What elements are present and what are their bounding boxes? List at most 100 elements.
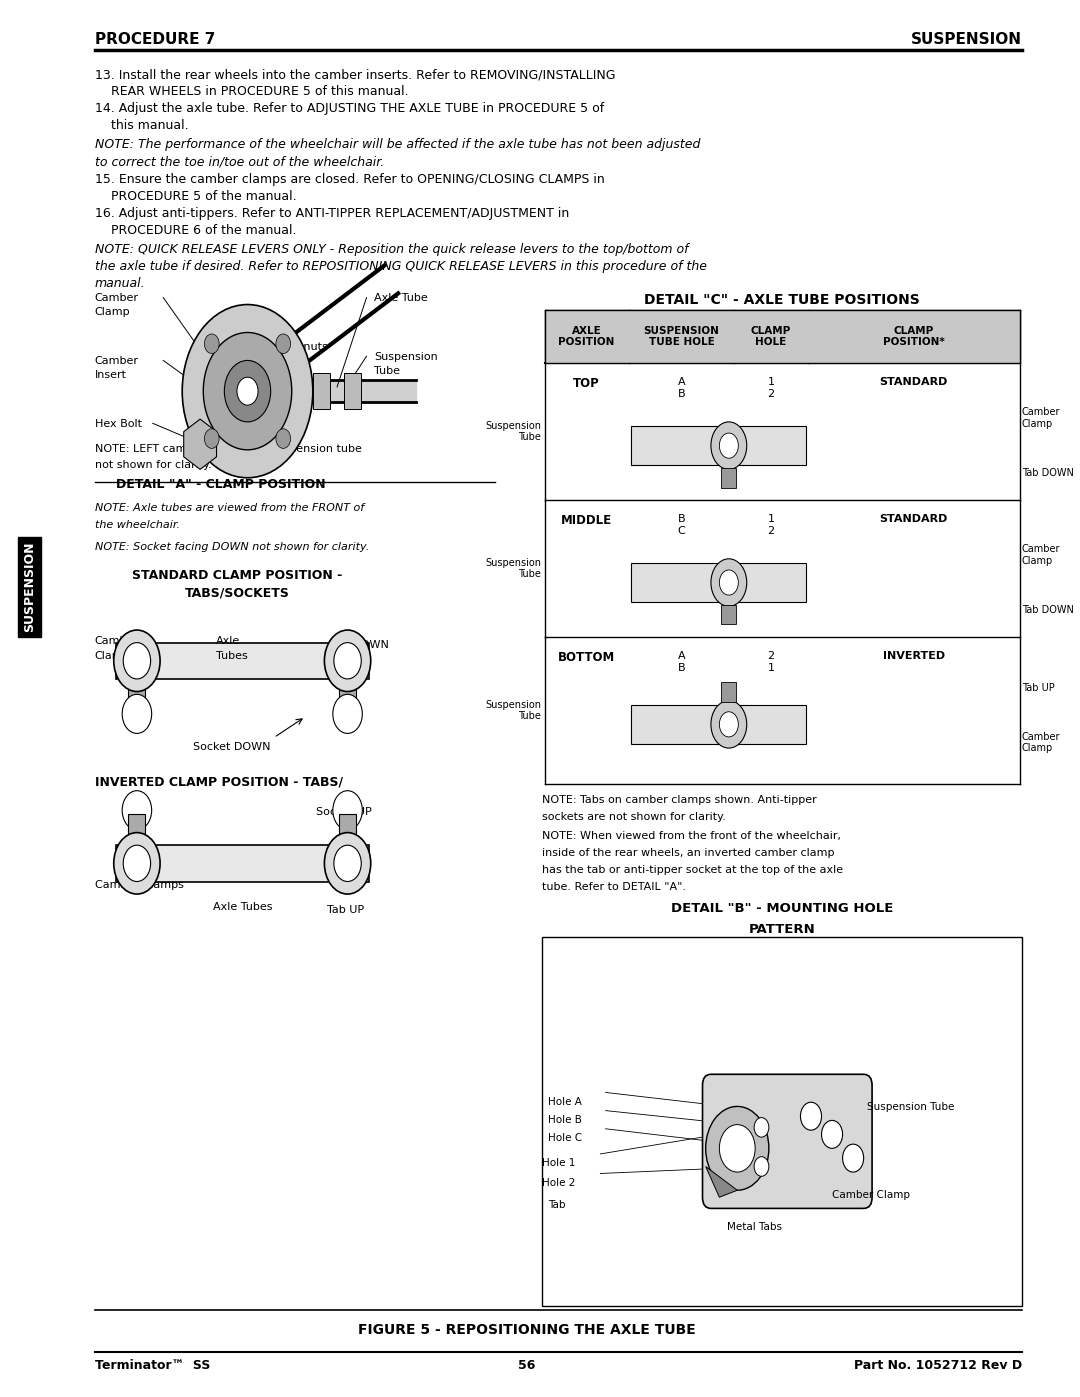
Circle shape — [275, 429, 291, 448]
Circle shape — [711, 559, 746, 606]
Text: Hole A: Hole A — [548, 1097, 581, 1106]
Text: 14. Adjust the axle tube. Refer to ADJUSTING THE AXLE TUBE in PROCEDURE 5 of: 14. Adjust the axle tube. Refer to ADJUS… — [95, 102, 604, 115]
Text: Insert: Insert — [95, 370, 126, 380]
Circle shape — [705, 1106, 769, 1190]
Text: NOTE: LEFT camber clamp and suspension tube: NOTE: LEFT camber clamp and suspension t… — [95, 444, 362, 454]
Text: Tab UP: Tab UP — [326, 905, 364, 915]
Text: STANDARD: STANDARD — [879, 514, 948, 524]
Text: 1
2: 1 2 — [768, 514, 774, 535]
Circle shape — [334, 643, 361, 679]
Circle shape — [204, 334, 219, 353]
Text: has the tab or anti-tipper socket at the top of the axle: has the tab or anti-tipper socket at the… — [542, 865, 843, 875]
Text: PATTERN: PATTERN — [748, 923, 815, 936]
Text: NOTE: Tabs on camber clamps shown. Anti-tipper: NOTE: Tabs on camber clamps shown. Anti-… — [542, 795, 818, 805]
Text: to correct the toe in/toe out of the wheelchair.: to correct the toe in/toe out of the whe… — [95, 155, 384, 168]
Text: DETAIL "C" - AXLE TUBE POSITIONS: DETAIL "C" - AXLE TUBE POSITIONS — [644, 293, 920, 307]
Circle shape — [800, 1102, 822, 1130]
Text: the axle tube if desired. Refer to REPOSITIONING QUICK RELEASE LEVERS in this pr: the axle tube if desired. Refer to REPOS… — [95, 260, 706, 272]
Text: Axle Tube: Axle Tube — [374, 293, 428, 303]
Circle shape — [225, 360, 271, 422]
Text: STANDARD: STANDARD — [879, 377, 948, 387]
Text: Metal Tabs: Metal Tabs — [727, 1222, 782, 1232]
Text: TABS/SOCKETS: TABS/SOCKETS — [185, 587, 289, 599]
FancyBboxPatch shape — [339, 814, 356, 842]
Text: Tube: Tube — [374, 366, 400, 376]
Text: Clamps: Clamps — [95, 651, 136, 661]
Text: inside of the rear wheels, an inverted camber clamp: inside of the rear wheels, an inverted c… — [542, 848, 835, 858]
Text: PROCEDURE 6 of the manual.: PROCEDURE 6 of the manual. — [95, 224, 296, 236]
Text: TOP: TOP — [573, 377, 600, 390]
Text: Tab UP: Tab UP — [1022, 683, 1054, 693]
Text: Clamp: Clamp — [95, 307, 131, 317]
FancyBboxPatch shape — [345, 373, 361, 409]
Text: Camber
Clamp: Camber Clamp — [1022, 407, 1061, 429]
FancyBboxPatch shape — [631, 563, 806, 602]
Circle shape — [719, 1125, 755, 1172]
Text: Locknuts: Locknuts — [279, 342, 328, 352]
Circle shape — [754, 1118, 769, 1137]
Circle shape — [203, 332, 292, 450]
Text: NOTE: Axle tubes are viewed from the FRONT of: NOTE: Axle tubes are viewed from the FRO… — [95, 503, 364, 513]
FancyBboxPatch shape — [721, 605, 737, 624]
Circle shape — [122, 791, 151, 830]
Text: B
C: B C — [677, 514, 686, 535]
Circle shape — [719, 570, 739, 595]
Text: not shown for clarity.: not shown for clarity. — [95, 460, 212, 469]
FancyBboxPatch shape — [129, 814, 146, 842]
Circle shape — [237, 377, 258, 405]
Text: REAR WHEELS in PROCEDURE 5 of this manual.: REAR WHEELS in PROCEDURE 5 of this manua… — [95, 85, 408, 98]
Text: 1
2: 1 2 — [768, 377, 774, 398]
Text: A
B: A B — [677, 651, 685, 672]
Text: Tab: Tab — [548, 1200, 565, 1210]
Text: A
B: A B — [677, 377, 685, 398]
Text: the wheelchair.: the wheelchair. — [95, 520, 179, 529]
Circle shape — [324, 833, 370, 894]
Text: Camber
Clamp: Camber Clamp — [1022, 543, 1061, 566]
Text: Tab DOWN: Tab DOWN — [1022, 468, 1074, 478]
Circle shape — [842, 1144, 864, 1172]
Text: 13. Install the rear wheels into the camber inserts. Refer to REMOVING/INSTALLIN: 13. Install the rear wheels into the cam… — [95, 68, 616, 81]
Text: INVERTED CLAMP POSITION - TABS/: INVERTED CLAMP POSITION - TABS/ — [95, 775, 343, 788]
Text: NOTE: The performance of the wheelchair will be affected if the axle tube has no: NOTE: The performance of the wheelchair … — [95, 138, 700, 151]
Text: 15. Ensure the camber clamps are closed. Refer to OPENING/CLOSING CLAMPS in: 15. Ensure the camber clamps are closed.… — [95, 173, 605, 186]
Circle shape — [122, 694, 151, 733]
FancyBboxPatch shape — [544, 310, 1020, 363]
Circle shape — [822, 1120, 842, 1148]
Text: Camber: Camber — [95, 636, 139, 645]
Text: DETAIL "A" - CLAMP POSITION: DETAIL "A" - CLAMP POSITION — [117, 478, 326, 490]
FancyBboxPatch shape — [631, 704, 806, 743]
Circle shape — [113, 630, 160, 692]
Circle shape — [719, 712, 739, 738]
Text: Hole B: Hole B — [548, 1115, 581, 1125]
Text: Camber
Clamp: Camber Clamp — [1022, 732, 1061, 753]
Text: sockets are not shown for clarity.: sockets are not shown for clarity. — [542, 812, 726, 821]
Text: Axle Tubes: Axle Tubes — [213, 902, 272, 912]
Text: STANDARD CLAMP POSITION -: STANDARD CLAMP POSITION - — [132, 569, 342, 581]
FancyBboxPatch shape — [339, 682, 356, 710]
Text: MIDDLE: MIDDLE — [562, 514, 612, 527]
Text: Suspension
Tube: Suspension Tube — [485, 557, 541, 580]
Circle shape — [333, 791, 362, 830]
Text: Tab DOWN: Tab DOWN — [1022, 605, 1074, 615]
Text: Hole C: Hole C — [548, 1133, 582, 1143]
Circle shape — [754, 1157, 769, 1176]
Text: BOTTOM: BOTTOM — [558, 651, 616, 664]
Text: CLAMP
HOLE: CLAMP HOLE — [751, 326, 791, 348]
Text: FIGURE 5 - REPOSITIONING THE AXLE TUBE: FIGURE 5 - REPOSITIONING THE AXLE TUBE — [357, 1323, 696, 1337]
Circle shape — [123, 643, 150, 679]
Text: NOTE: Socket facing DOWN not shown for clarity.: NOTE: Socket facing DOWN not shown for c… — [95, 542, 369, 552]
Text: Suspension: Suspension — [374, 352, 437, 362]
Text: Camber Clamps: Camber Clamps — [95, 880, 184, 890]
FancyBboxPatch shape — [116, 845, 368, 882]
Text: INVERTED: INVERTED — [882, 651, 945, 661]
Text: Terminator™  SS: Terminator™ SS — [95, 1359, 211, 1372]
FancyBboxPatch shape — [721, 468, 737, 488]
Circle shape — [711, 422, 746, 469]
Text: SUSPENSION
TUBE HOLE: SUSPENSION TUBE HOLE — [644, 326, 719, 348]
Text: CLAMP
POSITION*: CLAMP POSITION* — [882, 326, 945, 348]
Text: Suspension Tube: Suspension Tube — [867, 1102, 955, 1112]
FancyBboxPatch shape — [702, 1074, 872, 1208]
Circle shape — [123, 845, 150, 882]
FancyBboxPatch shape — [721, 683, 737, 701]
Circle shape — [333, 694, 362, 733]
